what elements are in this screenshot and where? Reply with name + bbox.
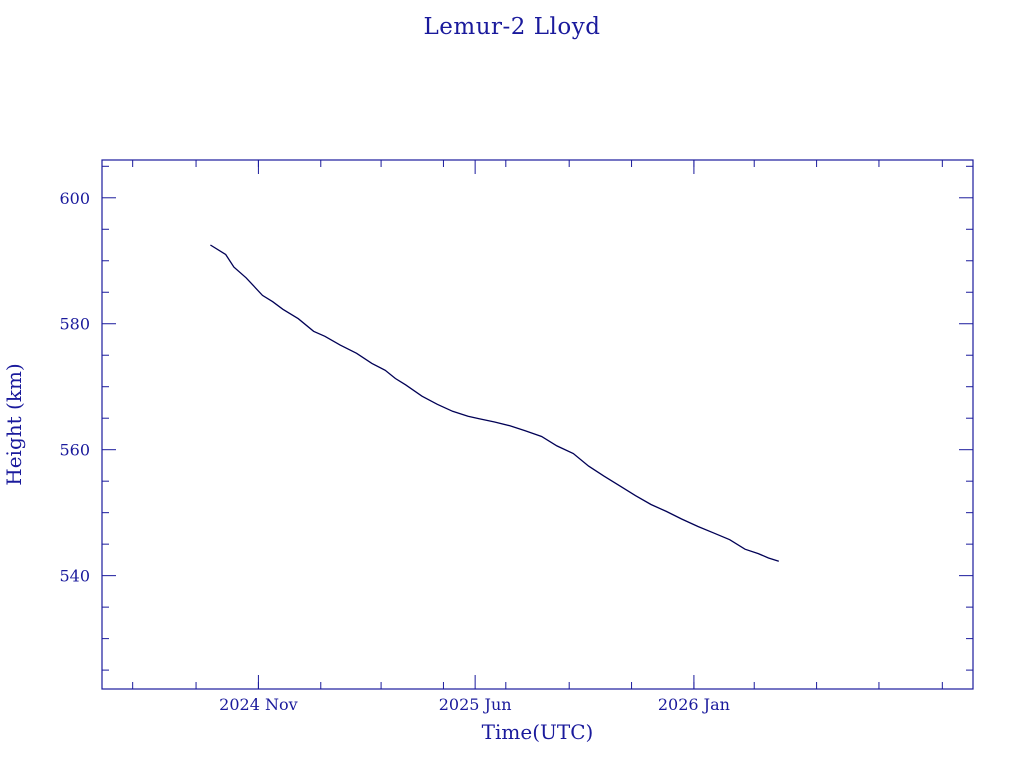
tick-marks bbox=[102, 160, 973, 689]
chart-title: Lemur-2 Lloyd bbox=[423, 14, 601, 40]
y-tick-label: 600 bbox=[59, 189, 90, 208]
y-axis-label: Height (km) bbox=[2, 363, 26, 485]
y-tick-label: 580 bbox=[59, 315, 90, 334]
x-axis-label: Time(UTC) bbox=[482, 720, 594, 744]
tick-labels: 540 560 580 600 2024 Nov 2025 Jun 2026 Jan bbox=[59, 189, 729, 714]
plot-frame bbox=[101, 159, 974, 690]
y-tick-label: 560 bbox=[59, 441, 90, 460]
x-tick-label: 2026 Jan bbox=[658, 695, 730, 714]
x-tick-label: 2024 Nov bbox=[219, 695, 297, 714]
series-line bbox=[210, 244, 779, 562]
x-tick-label: 2025 Jun bbox=[439, 695, 512, 714]
y-tick-label: 540 bbox=[59, 567, 90, 586]
